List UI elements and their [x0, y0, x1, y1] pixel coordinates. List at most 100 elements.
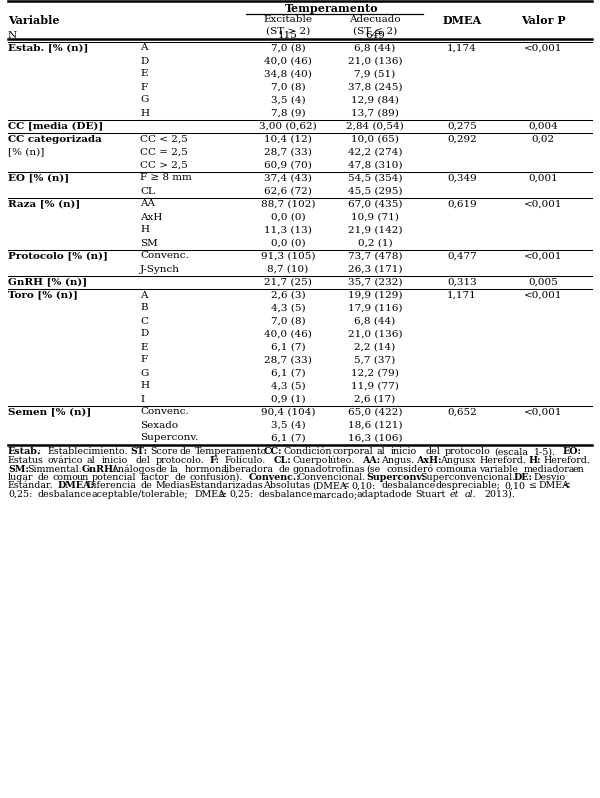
Text: 0,25:: 0,25:	[8, 490, 32, 499]
Text: <: <	[342, 481, 350, 491]
Text: al: al	[86, 456, 95, 465]
Text: GnRH:: GnRH:	[82, 464, 117, 473]
Text: CL:: CL:	[273, 456, 291, 465]
Text: <0,001: <0,001	[524, 408, 562, 417]
Text: B: B	[140, 303, 148, 313]
Text: (se: (se	[367, 464, 381, 473]
Text: Estatus: Estatus	[8, 456, 44, 465]
Text: protocolo.: protocolo.	[155, 456, 204, 465]
Text: 7,8 (9): 7,8 (9)	[271, 109, 305, 117]
Text: H: H	[140, 109, 149, 117]
Text: 2,6 (17): 2,6 (17)	[355, 394, 395, 404]
Text: una: una	[460, 464, 478, 473]
Text: G: G	[140, 369, 148, 377]
Text: 115: 115	[278, 30, 298, 39]
Text: 10,4 (12): 10,4 (12)	[264, 135, 312, 144]
Text: 21,0 (136): 21,0 (136)	[348, 330, 402, 338]
Text: 3,5 (4): 3,5 (4)	[271, 421, 305, 429]
Text: 65,0 (422): 65,0 (422)	[348, 408, 402, 417]
Text: AA:: AA:	[362, 456, 380, 465]
Text: de: de	[401, 490, 413, 499]
Text: 26,3 (171): 26,3 (171)	[348, 264, 402, 274]
Text: Score: Score	[151, 448, 178, 456]
Text: desbalance: desbalance	[37, 490, 92, 499]
Text: potencial: potencial	[91, 473, 136, 482]
Text: H: H	[140, 381, 149, 390]
Text: 54,5 (354): 54,5 (354)	[348, 173, 402, 183]
Text: 5,7 (37): 5,7 (37)	[355, 355, 395, 365]
Text: 0,25:: 0,25:	[229, 490, 253, 499]
Text: 0,275: 0,275	[447, 121, 477, 131]
Text: J-Synch: J-Synch	[140, 264, 180, 274]
Text: 21,0 (136): 21,0 (136)	[348, 57, 402, 65]
Text: F ≥ 8 mm: F ≥ 8 mm	[140, 173, 192, 183]
Text: 90,4 (104): 90,4 (104)	[261, 408, 315, 417]
Text: 8,7 (10): 8,7 (10)	[268, 264, 308, 274]
Text: Simmental.: Simmental.	[28, 464, 82, 473]
Text: 1-5).: 1-5).	[533, 448, 556, 456]
Text: 2013).: 2013).	[484, 490, 515, 499]
Text: 28,7 (33): 28,7 (33)	[264, 148, 312, 156]
Text: :: :	[37, 448, 41, 456]
Text: (DMEA: (DMEA	[313, 481, 347, 491]
Text: 34,8 (40): 34,8 (40)	[264, 69, 312, 78]
Text: del: del	[136, 456, 151, 465]
Text: como: como	[435, 464, 461, 473]
Text: como: como	[52, 473, 78, 482]
Text: de: de	[175, 473, 187, 482]
Text: EO:: EO:	[563, 448, 582, 456]
Text: 37,8 (245): 37,8 (245)	[348, 82, 402, 92]
Text: AA: AA	[140, 200, 155, 208]
Text: G: G	[140, 96, 148, 105]
Text: DMEA:: DMEA:	[57, 481, 94, 491]
Text: 0,292: 0,292	[447, 135, 477, 144]
Text: 6,1 (7): 6,1 (7)	[271, 369, 305, 377]
Text: Protocolo [% (n)]: Protocolo [% (n)]	[8, 251, 108, 260]
Text: 16,3 (106): 16,3 (106)	[348, 433, 402, 443]
Text: en: en	[573, 464, 584, 473]
Text: Estab. [% (n)]: Estab. [% (n)]	[8, 44, 88, 53]
Text: Análogos: Análogos	[111, 464, 155, 474]
Text: 67,0 (435): 67,0 (435)	[348, 200, 402, 208]
Text: 19,9 (129): 19,9 (129)	[348, 290, 402, 299]
Text: adaptado: adaptado	[356, 490, 401, 499]
Text: Convenc.:: Convenc.:	[248, 473, 301, 482]
Text: Excitable
(ST > 2): Excitable (ST > 2)	[263, 15, 313, 35]
Text: 7,9 (51): 7,9 (51)	[355, 69, 395, 78]
Text: CC:: CC:	[263, 448, 282, 456]
Text: N: N	[8, 30, 17, 39]
Text: 4,3 (5): 4,3 (5)	[271, 303, 305, 313]
Text: Valor P: Valor P	[521, 15, 565, 26]
Text: I: I	[140, 394, 144, 404]
Text: ≥: ≥	[219, 490, 227, 499]
Text: E: E	[140, 342, 148, 351]
Text: 21,7 (25): 21,7 (25)	[264, 278, 312, 286]
Text: Temperamento: Temperamento	[284, 3, 379, 14]
Text: 2,6 (3): 2,6 (3)	[271, 290, 305, 299]
Text: A: A	[140, 290, 148, 299]
Text: CC categorizada: CC categorizada	[8, 135, 102, 144]
Text: CC > 2,5: CC > 2,5	[140, 160, 188, 169]
Text: 0,004: 0,004	[528, 121, 558, 131]
Text: AxH:: AxH:	[416, 456, 441, 465]
Text: 62,6 (72): 62,6 (72)	[264, 187, 312, 196]
Text: lugar: lugar	[8, 473, 34, 482]
Text: et: et	[450, 490, 460, 499]
Text: 649: 649	[365, 30, 385, 39]
Text: Condición: Condición	[283, 448, 332, 456]
Text: 37,4 (43): 37,4 (43)	[264, 173, 312, 183]
Text: Estab.: Estab.	[8, 448, 41, 456]
Text: 18,6 (121): 18,6 (121)	[348, 421, 402, 429]
Text: factor: factor	[140, 473, 169, 482]
Text: Medias: Medias	[155, 481, 190, 491]
Text: 0,0 (0): 0,0 (0)	[271, 212, 305, 222]
Text: 73,7 (478): 73,7 (478)	[348, 251, 402, 260]
Text: de: de	[155, 464, 167, 473]
Text: 0,10:: 0,10:	[352, 481, 376, 491]
Text: inicio: inicio	[391, 448, 418, 456]
Text: DE:: DE:	[514, 473, 533, 482]
Text: x: x	[470, 456, 475, 465]
Text: 47,8 (310): 47,8 (310)	[348, 160, 402, 169]
Text: 40,0 (46): 40,0 (46)	[264, 330, 312, 338]
Text: 21,9 (142): 21,9 (142)	[348, 226, 402, 235]
